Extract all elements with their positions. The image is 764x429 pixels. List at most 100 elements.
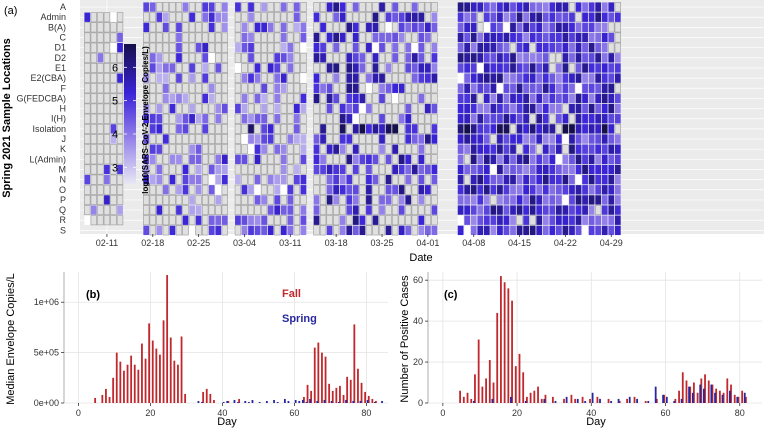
heatmap-cell bbox=[595, 103, 602, 114]
bar-fall bbox=[522, 372, 525, 403]
heatmap-cell bbox=[274, 53, 281, 63]
bar-spring bbox=[591, 392, 594, 403]
heatmap-cell bbox=[398, 144, 405, 155]
heatmap-cell bbox=[287, 32, 294, 43]
heatmap-location-label: E1 bbox=[55, 63, 66, 73]
heatmap-cell bbox=[391, 205, 399, 216]
heatmap-cell bbox=[241, 144, 248, 155]
heatmap-cell bbox=[339, 2, 346, 12]
heatmap-cell bbox=[457, 32, 464, 43]
heatmap-cell bbox=[595, 114, 602, 124]
heatmap-cell bbox=[392, 32, 398, 43]
heatmap-cell bbox=[247, 194, 255, 205]
heatmap-cell bbox=[234, 12, 242, 23]
bar-fall bbox=[375, 400, 377, 403]
heatmap-cell bbox=[274, 83, 281, 93]
heatmap-cell bbox=[248, 215, 254, 225]
heatmap-cell bbox=[523, 205, 529, 215]
bar-spring bbox=[699, 384, 702, 403]
heatmap-cell bbox=[595, 83, 602, 93]
heatmap-cell bbox=[392, 53, 398, 63]
heatmap-cell bbox=[424, 174, 432, 185]
heatmap-cell bbox=[562, 164, 569, 175]
heatmap-cell bbox=[385, 174, 392, 185]
heatmap-cell bbox=[601, 164, 608, 175]
heatmap-cell bbox=[339, 134, 346, 144]
heatmap-cell bbox=[497, 114, 503, 124]
heatmap-cell bbox=[523, 114, 529, 124]
heatmap-cell bbox=[84, 42, 91, 53]
heatmap-cell bbox=[536, 73, 543, 83]
heatmap-cell bbox=[464, 73, 471, 83]
bar-fall bbox=[607, 398, 610, 403]
heatmap-cell bbox=[97, 113, 104, 124]
heatmap-cell bbox=[215, 52, 222, 63]
heatmap-cell bbox=[497, 2, 503, 12]
heatmap-cell bbox=[169, 103, 176, 114]
heatmap-cell bbox=[116, 22, 124, 33]
bar-spring bbox=[251, 399, 254, 403]
heatmap-cell bbox=[261, 195, 267, 205]
heatmap-cell bbox=[601, 43, 608, 53]
heatmap-cell bbox=[287, 185, 294, 195]
heatmap-cell bbox=[562, 53, 569, 63]
heatmap-cell bbox=[556, 185, 562, 195]
heatmap-cell bbox=[470, 83, 477, 93]
heatmap-cell bbox=[424, 154, 432, 165]
heatmap-cell bbox=[542, 225, 549, 236]
heatmap-cell bbox=[483, 134, 490, 144]
heatmap-cell bbox=[529, 83, 536, 93]
heatmap-cell bbox=[156, 134, 163, 145]
heatmap-x-axis-title: Date bbox=[409, 252, 432, 264]
bar-spring bbox=[359, 400, 362, 403]
bar-fall bbox=[474, 374, 476, 403]
heatmap-cell bbox=[366, 174, 372, 185]
heatmap-cell bbox=[346, 215, 353, 226]
heatmap-cell bbox=[365, 62, 373, 73]
heatmap-cell bbox=[90, 174, 97, 185]
heatmap-cell bbox=[280, 62, 287, 73]
heatmap-cell bbox=[431, 134, 438, 144]
heatmap-cell bbox=[365, 2, 373, 13]
heatmap-cell bbox=[470, 144, 477, 154]
bar-fall bbox=[730, 384, 732, 403]
heatmap-cell bbox=[470, 22, 477, 33]
heatmap-cell bbox=[169, 42, 176, 53]
heatmap-cell bbox=[608, 124, 615, 134]
heatmap-cell bbox=[162, 123, 170, 134]
heatmap-cell bbox=[614, 164, 621, 175]
bar-spring bbox=[736, 396, 739, 403]
heatmap-cell bbox=[372, 205, 379, 216]
heatmap-cell bbox=[175, 164, 183, 175]
heatmap-cell bbox=[300, 225, 307, 236]
bar-fall bbox=[700, 378, 703, 403]
heatmap-cell bbox=[339, 62, 346, 73]
heatmap-cell bbox=[189, 154, 195, 164]
heatmap-cell bbox=[143, 164, 150, 175]
heatmap-cell bbox=[84, 144, 91, 155]
heatmap-cell bbox=[162, 194, 170, 205]
x-tick-label: 0 bbox=[440, 408, 445, 418]
heatmap-cell bbox=[542, 174, 549, 185]
heatmap-cell bbox=[156, 194, 163, 205]
heatmap-cell bbox=[110, 43, 117, 53]
heatmap-cell bbox=[359, 42, 366, 53]
heatmap-cell bbox=[320, 164, 326, 175]
heatmap-cell bbox=[274, 144, 281, 154]
heatmap-cell bbox=[477, 2, 484, 12]
bar-fall bbox=[574, 398, 577, 403]
heatmap-cell bbox=[97, 174, 104, 185]
heatmap-cell bbox=[339, 144, 346, 154]
heatmap-date-tick-label: 04-01 bbox=[416, 238, 439, 248]
heatmap-cell bbox=[529, 93, 536, 104]
bar-spring bbox=[688, 386, 690, 404]
heatmap-cell bbox=[97, 194, 104, 205]
bar-fall bbox=[310, 390, 313, 403]
heatmap-cell bbox=[562, 114, 569, 124]
heatmap-cell bbox=[385, 185, 392, 195]
heatmap-cell bbox=[313, 215, 320, 225]
heatmap-cell bbox=[588, 215, 595, 225]
heatmap-cell bbox=[189, 195, 195, 205]
heatmap-cell bbox=[549, 22, 556, 33]
